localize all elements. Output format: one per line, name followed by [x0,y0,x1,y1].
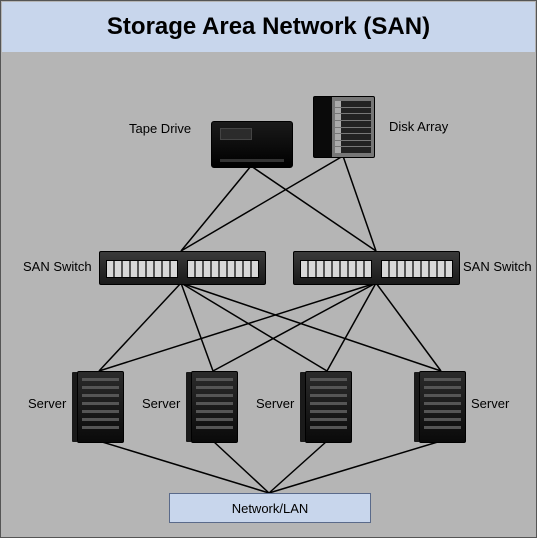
san-switch-right-label: SAN Switch [463,259,532,274]
server-2-label: Server [142,396,180,411]
san-switch-right-icon [293,251,460,285]
server-2-icon [191,371,238,443]
server-1-label: Server [28,396,66,411]
disk-array-icon [313,96,375,158]
disk-array-label: Disk Array [389,119,448,134]
server-1-icon [77,371,124,443]
tape-drive-label: Tape Drive [129,121,191,136]
diagram-canvas: Storage Area Network (SAN) Network/LAN T… [0,0,537,538]
server-3-label: Server [256,396,294,411]
san-switch-left-label: SAN Switch [23,259,92,274]
lan-box: Network/LAN [169,493,371,523]
page-title: Storage Area Network (SAN) [107,13,430,41]
server-4-label: Server [471,396,509,411]
server-4-icon [419,371,466,443]
lan-label: Network/LAN [232,501,309,516]
title-bar: Storage Area Network (SAN) [2,2,535,52]
tape-drive-icon [211,121,293,168]
server-3-icon [305,371,352,443]
san-switch-left-icon [99,251,266,285]
